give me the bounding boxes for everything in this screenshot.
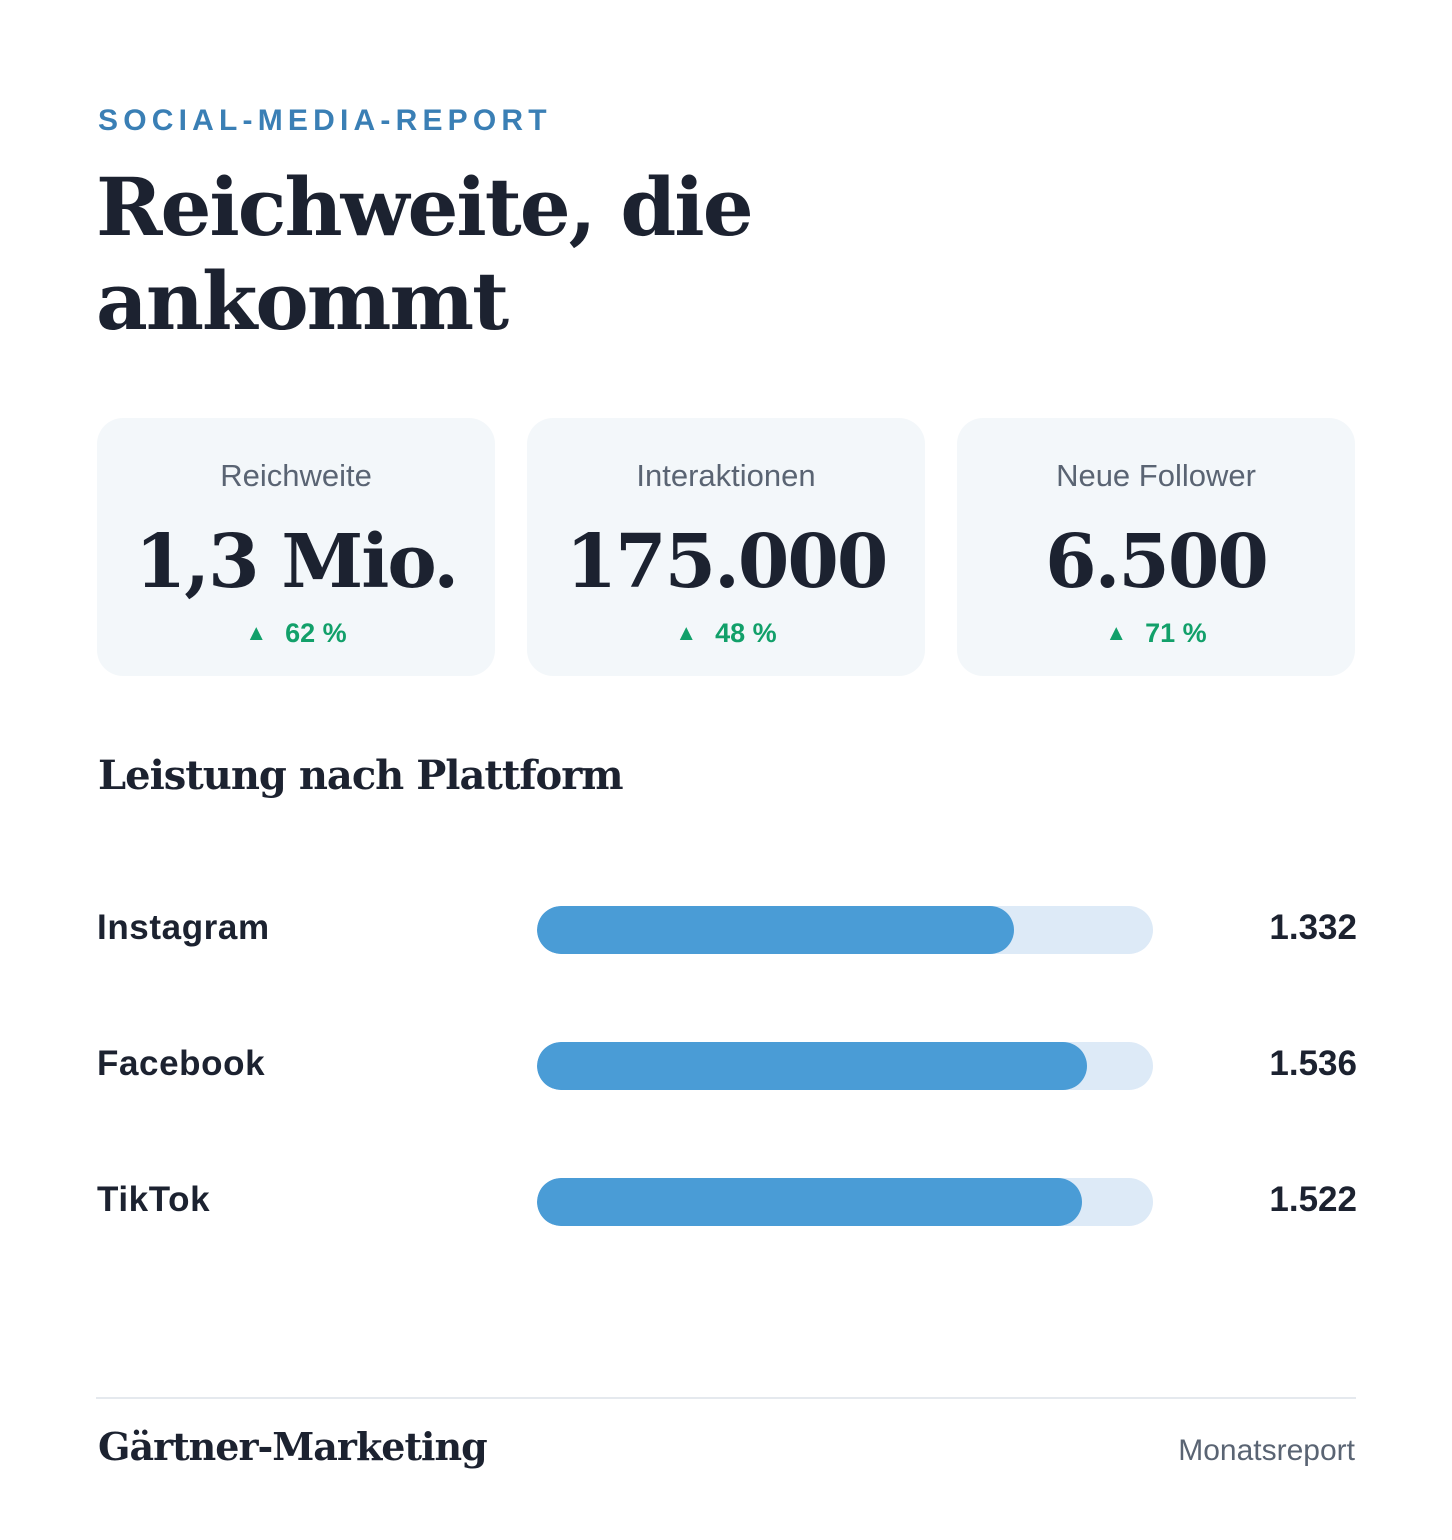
kpi-card-neue-follower: Neue Follower 6.500 ▲ 71 % [957,418,1355,676]
kpi-value: 1,3 Mio. [134,519,459,605]
report-eyebrow: SOCIAL-MEDIA-REPORT [98,104,552,137]
trend-up-icon: ▲ [245,620,268,645]
kpi-delta: ▲ 48 % [527,618,925,649]
bar-label-facebook: Facebook [97,1044,266,1083]
kpi-delta-value: 71 % [1145,618,1207,648]
kpi-card-reichweite: Reichweite 1,3 Mio. ▲ 62 % [97,418,495,676]
bar-value-label: 1.522 [1269,1180,1357,1219]
trend-up-icon: ▲ [1105,620,1128,645]
kpi-card-interaktionen: Interaktionen 175.000 ▲ 48 % [527,418,925,676]
kpi-label: Interaktionen [636,458,816,493]
kpi-delta: ▲ 62 % [97,618,495,649]
page-title: Reichweite, die ankommt [96,160,754,348]
kpi-label: Neue Follower [1056,458,1256,493]
platform-bar-chart: Instagram 1.332 Facebook 1.536 TikTok 1.522 [97,880,1357,1260]
bar-instagram [537,906,1014,954]
bar-tiktok [537,1178,1082,1226]
kpi-delta: ▲ 71 % [957,618,1355,649]
section-title: Leistung nach Plattform [98,752,624,799]
bar-track [537,906,1153,954]
bar-label-instagram: Instagram [97,908,270,947]
bar-label-tiktok: TikTok [97,1180,211,1219]
bar-value-label: 1.536 [1269,1044,1357,1083]
kpi-delta-value: 62 % [285,618,347,648]
footer-note: Monatsreport [1178,1434,1355,1467]
brand-name: Gärtner-Marketing [98,1424,488,1469]
footer-divider [96,1397,1356,1399]
kpi-row: Reichweite 1,3 Mio. ▲ 62 % Interaktionen … [97,418,1355,676]
kpi-value: 175.000 [565,519,889,605]
bar-track [537,1178,1153,1226]
kpi-delta-value: 48 % [715,618,777,648]
bar-facebook [537,1042,1087,1090]
kpi-value: 6.500 [1045,519,1269,605]
trend-up-icon: ▲ [675,620,698,645]
bar-value-label: 1.332 [1269,908,1357,947]
bar-track [537,1042,1153,1090]
kpi-label: Reichweite [220,458,372,493]
